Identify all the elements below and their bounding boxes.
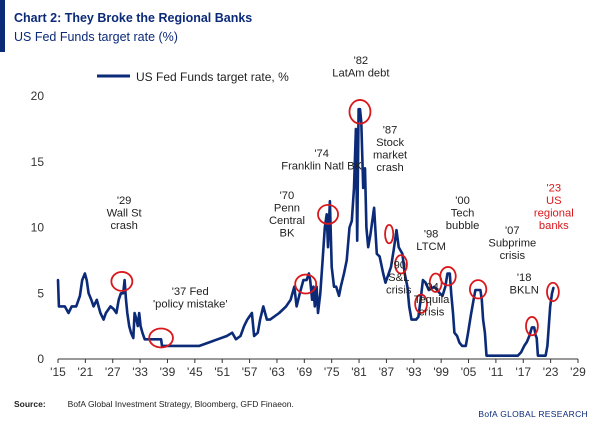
event-annotation-label: US bbox=[546, 195, 562, 207]
event-annotation-label: BK bbox=[280, 228, 295, 240]
legend-label: US Fed Funds target rate, % bbox=[136, 70, 289, 84]
event-annotation-label: Stock bbox=[376, 137, 404, 149]
event-annotation-label: LatAm debt bbox=[332, 67, 390, 79]
event-circle bbox=[439, 266, 457, 287]
y-tick-label: 5 bbox=[37, 286, 44, 300]
event-circle bbox=[414, 293, 428, 314]
event-annotation-label: '00 bbox=[455, 195, 470, 207]
event-circle bbox=[525, 316, 539, 337]
event-circle bbox=[348, 99, 372, 125]
event-annotation-label: crisis bbox=[500, 250, 526, 262]
x-tick-label: '23 bbox=[543, 365, 559, 379]
chart-legend: US Fed Funds target rate, % bbox=[97, 70, 289, 84]
event-annotation-label: Wall St bbox=[107, 207, 143, 219]
x-tick-label: '75 bbox=[324, 365, 340, 379]
event-annotation-label: crash bbox=[376, 162, 403, 174]
x-tick-label: '33 bbox=[132, 365, 148, 379]
event-annotation-label: LTCM bbox=[416, 241, 446, 253]
event-annotation-label: '70 bbox=[280, 190, 295, 202]
event-annotation-label: Subprime bbox=[488, 238, 536, 250]
event-annotation-label: BKLN bbox=[510, 284, 539, 296]
event-annotation-label: '29 bbox=[117, 195, 132, 207]
event-annotation-label: S&L bbox=[388, 272, 409, 284]
chart-subtitle: US Fed Funds target rate (%) bbox=[14, 30, 178, 44]
x-tick-label: '39 bbox=[160, 365, 176, 379]
x-tick-label: '51 bbox=[214, 365, 230, 379]
event-annotation-label: '07 bbox=[505, 225, 520, 237]
x-tick-label: '11 bbox=[489, 365, 504, 379]
event-circle bbox=[384, 223, 395, 245]
event-annotation-label: Penn bbox=[274, 203, 300, 215]
event-annotation-label: banks bbox=[539, 220, 569, 232]
source-note: Source: BofA Global Investment Strategy, … bbox=[14, 399, 294, 409]
event-annotation-label: regional bbox=[534, 207, 574, 219]
x-tick-label: '57 bbox=[242, 365, 258, 379]
event-annotation-label: crisis bbox=[386, 284, 412, 296]
event-annotation-label: '82 bbox=[354, 55, 369, 67]
event-circle bbox=[394, 254, 408, 275]
x-tick-label: '45 bbox=[187, 365, 203, 379]
event-annotation-label: '74 bbox=[314, 148, 329, 160]
event-annotation-label: '94 bbox=[424, 282, 439, 294]
x-tick-label: '87 bbox=[379, 365, 395, 379]
event-annotation-label: '90 bbox=[391, 259, 406, 271]
event-annotation-label: '18 bbox=[517, 272, 532, 284]
event-annotation-label: Central bbox=[269, 215, 305, 227]
event-circle bbox=[317, 203, 339, 225]
event-annotation-label: market bbox=[373, 149, 408, 161]
chart-title: Chart 2: They Broke the Regional Banks bbox=[14, 11, 253, 25]
line-chart: US Fed Funds target rate, % '15 '21 '27 '33… bbox=[31, 55, 587, 379]
x-tick-label: '15 bbox=[50, 365, 66, 379]
event-annotation-label: 'policy mistake' bbox=[153, 299, 228, 311]
y-tick-label: 0 bbox=[37, 352, 44, 366]
event-circle bbox=[148, 327, 174, 349]
event-circle bbox=[468, 279, 488, 300]
event-annotation-label: '37 Fed bbox=[172, 286, 209, 298]
x-tick-label: '29 bbox=[570, 365, 586, 379]
source-text: BofA Global Investment Strategy, Bloombe… bbox=[67, 399, 294, 409]
x-tick-label: '69 bbox=[296, 365, 312, 379]
event-circle bbox=[294, 273, 318, 295]
x-tick-label: '05 bbox=[461, 365, 477, 379]
x-tick-label: '27 bbox=[105, 365, 121, 379]
brand-label: BofA GLOBAL RESEARCH bbox=[478, 409, 588, 419]
event-circle bbox=[110, 271, 134, 292]
event-annotation-label: Franklin Natl BK bbox=[281, 161, 362, 173]
event-circle bbox=[546, 281, 560, 303]
x-tick-label: '99 bbox=[433, 365, 449, 379]
x-tick-label: '63 bbox=[269, 365, 285, 379]
event-annotation-label: crash bbox=[110, 220, 137, 232]
event-annotation-label: '98 bbox=[424, 228, 439, 240]
title-accent-bar bbox=[0, 0, 5, 52]
event-annotation-label: Tequila bbox=[414, 294, 450, 306]
x-tick-label: '21 bbox=[78, 365, 94, 379]
x-tick-label: '93 bbox=[406, 365, 422, 379]
x-tick-label: '81 bbox=[351, 365, 367, 379]
source-label: Source: bbox=[14, 399, 46, 409]
y-tick-label: 15 bbox=[31, 155, 45, 169]
x-tick-label: '17 bbox=[515, 365, 531, 379]
event-annotation-label: '23 bbox=[547, 182, 562, 194]
event-annotation-label: Tech bbox=[451, 207, 475, 219]
event-annotation-label: crisis bbox=[419, 307, 445, 319]
event-annotation-label: '87 bbox=[383, 124, 398, 136]
event-annotation-label: bubble bbox=[446, 220, 480, 232]
series-line bbox=[56, 107, 555, 357]
y-tick-label: 10 bbox=[31, 221, 45, 235]
y-tick-label: 20 bbox=[31, 89, 45, 103]
